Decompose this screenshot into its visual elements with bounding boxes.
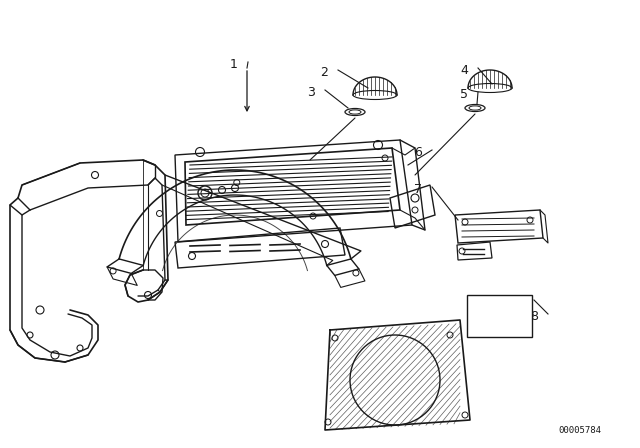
Text: 3: 3 [307,86,315,99]
Text: 7: 7 [414,183,422,196]
Text: 6: 6 [414,146,422,159]
FancyBboxPatch shape [467,295,532,337]
Text: 00005784: 00005784 [559,426,602,435]
Text: 2: 2 [320,66,328,79]
Text: 8: 8 [530,310,538,323]
Text: 5: 5 [460,88,468,101]
Text: 4: 4 [460,64,468,77]
Text: 1: 1 [230,58,238,71]
